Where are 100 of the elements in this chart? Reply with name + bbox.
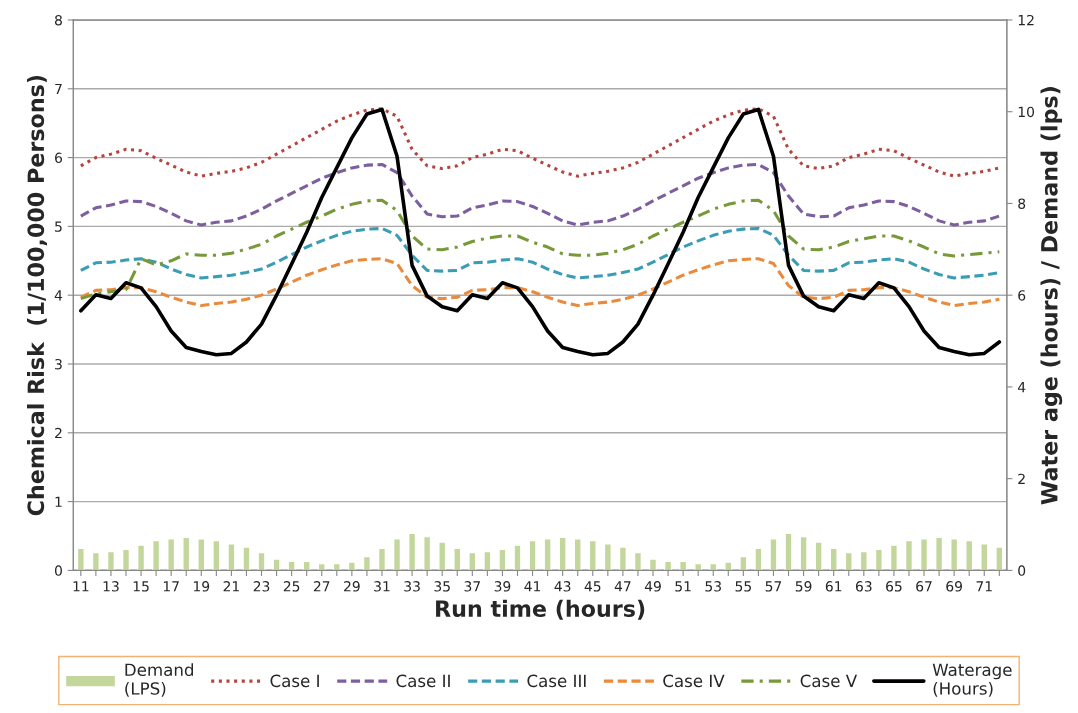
x-tick-label: 27 bbox=[313, 581, 330, 592]
x-tick-label: 65 bbox=[886, 581, 902, 592]
line-series bbox=[79, 162, 1001, 227]
bar bbox=[408, 532, 417, 571]
bar bbox=[829, 547, 838, 571]
x-tick-label: 17 bbox=[163, 581, 179, 592]
x-tick-label: 33 bbox=[404, 581, 420, 592]
bar bbox=[724, 561, 733, 571]
bar bbox=[468, 551, 477, 571]
legend-label: Case V bbox=[800, 674, 858, 688]
x-tick-label: 67 bbox=[916, 581, 932, 592]
bar bbox=[950, 538, 959, 571]
bar bbox=[287, 560, 296, 571]
bar bbox=[106, 550, 116, 571]
bar bbox=[347, 561, 356, 571]
bar bbox=[618, 546, 627, 571]
bar bbox=[739, 555, 748, 571]
x-tick-label: 53 bbox=[705, 581, 721, 592]
bar bbox=[182, 536, 191, 571]
y-tick-label: 2 bbox=[55, 427, 62, 439]
bar bbox=[965, 539, 974, 571]
bar bbox=[257, 551, 266, 571]
bar bbox=[573, 538, 582, 571]
legend-label: Case III bbox=[527, 674, 586, 688]
bar bbox=[513, 544, 522, 571]
x-tick-label: 37 bbox=[464, 581, 480, 592]
x-tick-label: 57 bbox=[765, 581, 782, 592]
bar bbox=[272, 558, 281, 571]
bar bbox=[76, 547, 85, 571]
x-tick-label: 49 bbox=[644, 581, 661, 592]
bar bbox=[498, 548, 507, 571]
bar bbox=[799, 535, 808, 571]
y2-tick-label: 8 bbox=[1018, 198, 1026, 209]
x-tick-label: 45 bbox=[584, 581, 601, 592]
bar bbox=[302, 560, 311, 571]
x-tick-label: 19 bbox=[193, 581, 210, 592]
x-tick-label: 13 bbox=[103, 581, 119, 592]
line-series bbox=[79, 107, 1002, 357]
y2-tick-label: 10 bbox=[1018, 106, 1035, 118]
y-axis-title: Chemical Risk (1/100,000 Persons) bbox=[26, 75, 48, 516]
x-tick-label: 69 bbox=[946, 581, 963, 592]
y-tick-label: 5 bbox=[55, 221, 62, 232]
bar bbox=[904, 539, 914, 571]
bar bbox=[332, 562, 341, 571]
legend-label: Demand (LPS) bbox=[125, 663, 194, 697]
legend-label: Case II bbox=[396, 674, 450, 688]
bar bbox=[874, 548, 883, 571]
bar bbox=[709, 562, 718, 571]
bar bbox=[558, 536, 567, 571]
bar bbox=[121, 548, 131, 571]
bar bbox=[694, 562, 703, 571]
bar bbox=[844, 551, 853, 571]
bar bbox=[377, 547, 387, 571]
bar bbox=[935, 536, 944, 571]
bar bbox=[889, 544, 899, 571]
y-tick-label: 4 bbox=[54, 290, 63, 301]
bar bbox=[859, 550, 868, 571]
bar bbox=[995, 546, 1004, 571]
bar bbox=[392, 538, 402, 571]
bar bbox=[633, 551, 643, 571]
legend-label: Case I bbox=[270, 674, 319, 688]
line-series bbox=[79, 257, 1001, 308]
bar bbox=[197, 538, 206, 571]
bar bbox=[362, 555, 372, 571]
bar bbox=[588, 539, 597, 571]
y2-tick-label: 12 bbox=[1018, 14, 1034, 26]
bar bbox=[167, 538, 176, 571]
x-tick-label: 63 bbox=[855, 581, 872, 592]
bar bbox=[453, 547, 462, 571]
y-tick-label: 8 bbox=[54, 14, 62, 26]
x-tick-label: 31 bbox=[374, 581, 390, 592]
x-tick-label: 11 bbox=[73, 581, 89, 592]
bar bbox=[528, 539, 537, 571]
x-tick-label: 51 bbox=[675, 581, 691, 592]
bar bbox=[152, 539, 161, 571]
y-tick-label: 0 bbox=[54, 565, 62, 576]
bar bbox=[679, 560, 688, 571]
x-tick-label: 15 bbox=[133, 581, 149, 592]
bar bbox=[543, 538, 552, 571]
x-tick-label: 71 bbox=[976, 581, 992, 592]
x-tick-label: 25 bbox=[283, 581, 300, 592]
bar bbox=[242, 546, 251, 571]
bar bbox=[663, 560, 673, 571]
x-tick-label: 61 bbox=[825, 581, 842, 592]
bar bbox=[317, 562, 326, 571]
bar bbox=[603, 543, 612, 571]
bar bbox=[483, 550, 492, 571]
x-tick-label: 21 bbox=[223, 581, 239, 592]
x-tick-label: 35 bbox=[434, 581, 450, 592]
x-tick-label: 59 bbox=[795, 581, 812, 592]
y-tick-label: 6 bbox=[55, 152, 63, 164]
bar bbox=[648, 558, 658, 571]
legend-label: Case IV bbox=[663, 674, 725, 688]
y-tick-label: 1 bbox=[55, 496, 62, 507]
x-tick-label: 43 bbox=[554, 581, 571, 592]
y2-tick-label: 0 bbox=[1018, 565, 1026, 576]
bar bbox=[814, 541, 823, 571]
y-tick-label: 7 bbox=[55, 83, 62, 95]
x-tick-label: 23 bbox=[253, 581, 270, 592]
x-tick-label: 55 bbox=[735, 581, 751, 592]
